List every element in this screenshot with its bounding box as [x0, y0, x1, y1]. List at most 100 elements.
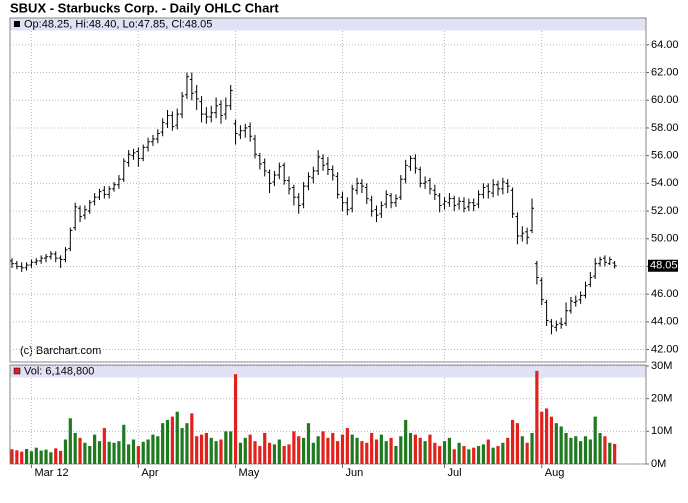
y-tick-label: 10M: [651, 425, 672, 437]
volume-bar: [559, 426, 563, 464]
volume-bar: [170, 416, 174, 464]
volume-bar: [263, 432, 267, 464]
volume-bar: [229, 431, 233, 464]
x-tick-label: Aug: [545, 467, 565, 479]
volume-bar: [510, 419, 515, 464]
volume-bar: [287, 444, 291, 464]
volume-bar: [476, 446, 481, 464]
x-tick-label: Jul: [448, 467, 462, 479]
volume-bar: [10, 449, 14, 464]
volume-bar: [583, 436, 588, 464]
volume-bar: [316, 436, 320, 464]
volume-bar: [345, 428, 349, 464]
volume-bar: [545, 408, 549, 464]
volume-bar: [491, 447, 495, 464]
price-legend-swatch: [14, 21, 20, 27]
volume-bar: [379, 434, 383, 464]
volume-bar: [394, 446, 398, 464]
volume-bar: [588, 439, 592, 464]
volume-bar: [404, 419, 408, 464]
y-tick-label: 60.00: [651, 94, 679, 106]
volume-bar: [302, 437, 306, 464]
volume-bar: [408, 432, 413, 464]
volume-bar: [117, 441, 121, 464]
volume-bar: [243, 437, 247, 464]
y-tick-label: 64.00: [651, 39, 679, 51]
y-tick-label: 44.00: [651, 316, 679, 328]
volume-bar: [156, 436, 160, 464]
volume-bar: [496, 446, 500, 464]
volume-bar: [520, 436, 524, 464]
volume-bar: [165, 419, 170, 464]
y-tick-label: 42.00: [651, 343, 679, 355]
volume-bar: [141, 441, 145, 464]
volume-bar: [447, 437, 451, 464]
volume-bar: [389, 437, 393, 464]
y-tick-label: 58.00: [651, 122, 679, 134]
volume-bar: [39, 450, 43, 464]
volume-bar: [78, 437, 82, 464]
volume-bar: [579, 441, 583, 464]
volume-bar: [151, 434, 155, 464]
volume-bar: [506, 437, 510, 464]
volume-bar: [233, 374, 238, 464]
volume-bar: [59, 450, 63, 464]
volume-bar: [190, 413, 194, 464]
y-tick-label: 30M: [651, 360, 672, 372]
volume-bar: [428, 434, 432, 464]
x-tick-label: Apr: [141, 467, 158, 479]
volume-bar: [253, 441, 257, 464]
volume-bar: [224, 431, 228, 464]
volume-bar: [501, 442, 505, 464]
volume-bar: [161, 423, 165, 464]
volume-bar: [292, 431, 296, 464]
last-price-box: [648, 259, 678, 272]
volume-bar: [326, 437, 330, 464]
volume-bar: [535, 370, 539, 464]
volume-bar: [204, 432, 208, 464]
price-header: Op:48.25, Hi:48.40, Lo:47.85, Cl:48.05: [24, 18, 212, 30]
volume-bar: [457, 442, 461, 464]
volume-bar: [180, 428, 184, 464]
volume-bar: [598, 432, 602, 464]
volume-bar: [297, 436, 301, 464]
volume-bar: [209, 437, 213, 464]
volume-bar: [238, 442, 243, 464]
volume-bar: [433, 442, 437, 464]
volume-bar: [515, 423, 520, 464]
volume-bar: [277, 439, 281, 464]
volume-bar: [331, 432, 335, 464]
volume-legend-swatch: [13, 367, 21, 375]
volume-bar: [15, 450, 19, 464]
volume-bar: [102, 428, 106, 464]
volume-bar: [248, 434, 252, 464]
volume-bar: [462, 446, 466, 464]
volume-bar: [311, 442, 315, 464]
volume-bar: [214, 441, 218, 464]
volume-bar: [175, 411, 179, 464]
volume-bar: [49, 452, 53, 464]
volume-bar: [569, 437, 573, 464]
price-header-band: [10, 18, 646, 31]
y-tick-label: 54.00: [651, 177, 679, 189]
volume-bar: [613, 443, 617, 464]
y-tick-label: 0M: [651, 458, 666, 470]
volume-bar: [282, 446, 286, 464]
y-tick-label: 56.00: [651, 150, 679, 162]
price-panel: [9, 17, 647, 363]
volume-bar: [136, 446, 140, 464]
volume-bar: [185, 423, 189, 464]
volume-bar: [321, 431, 325, 464]
x-tick-label: May: [239, 467, 260, 479]
watermark: (c) Barchart.com: [20, 345, 101, 357]
volume-bar: [97, 441, 102, 464]
volume-header-band: [10, 365, 646, 378]
volume-bar: [20, 451, 24, 464]
volume-bar: [399, 436, 403, 464]
volume-bar: [340, 434, 345, 464]
volume-bar: [593, 416, 597, 464]
volume-bar: [554, 423, 558, 464]
volume-bar: [574, 436, 578, 464]
volume-bar: [384, 441, 388, 464]
